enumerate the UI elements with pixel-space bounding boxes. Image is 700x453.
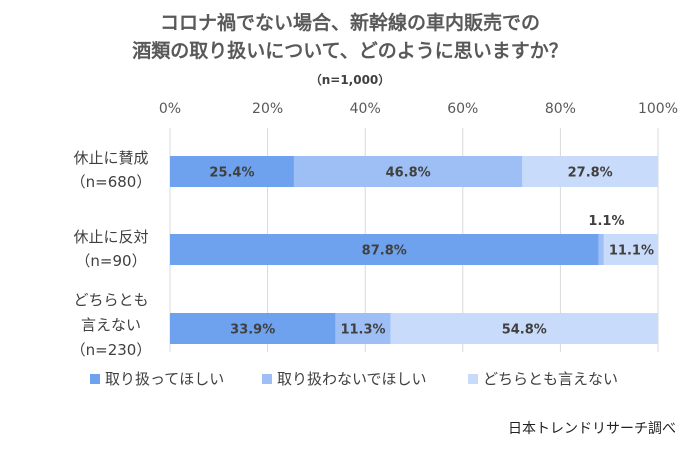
legend-swatch: [262, 374, 272, 384]
category-label: 言えない: [81, 316, 141, 334]
bar-segment: [598, 234, 604, 265]
x-tick-label: 40%: [350, 101, 381, 117]
x-tick-label: 60%: [447, 101, 478, 117]
data-label: 11.1%: [609, 244, 654, 259]
category-label: 休止に賛成: [73, 149, 148, 167]
chart-title-line-1: コロナ禍でない場合、新幹線の車内販売での: [159, 12, 540, 34]
bar-segment: [390, 313, 658, 344]
category-label: どちらとも: [73, 291, 148, 309]
legend-label: 取り扱ってほしい: [105, 370, 224, 388]
bar-segment: [603, 234, 658, 265]
source-credit: 日本トレンドリサーチ調べ: [508, 421, 676, 437]
x-tick-label: 0%: [159, 101, 181, 117]
data-label: 46.8%: [386, 166, 431, 181]
x-tick-label: 80%: [545, 101, 576, 117]
bar-segment: [170, 156, 294, 187]
legend-label: 取り扱わないでほしい: [277, 370, 427, 388]
data-label: 33.9%: [230, 323, 275, 338]
x-tick-label: 100%: [638, 101, 678, 117]
data-label: 25.4%: [209, 166, 254, 181]
x-tick-label: 20%: [252, 101, 283, 117]
category-label: （n=90）: [75, 252, 146, 270]
data-label: 87.8%: [362, 244, 407, 259]
legend-swatch: [468, 374, 478, 384]
chart-title-line-2: 酒類の取り扱いについて、どのように思いますか？: [132, 40, 568, 62]
category-label: （n=230）: [71, 341, 152, 359]
data-label: 54.8%: [502, 323, 547, 338]
legend-swatch: [90, 374, 100, 384]
bar-segment: [293, 156, 523, 187]
category-label: （n=680）: [71, 173, 152, 191]
category-label: 休止に反対: [73, 228, 148, 246]
data-label: 11.3%: [340, 323, 385, 338]
bar-segment: [522, 156, 658, 187]
bar-segment: [335, 313, 391, 344]
data-label: 1.1%: [588, 214, 624, 229]
legend-label: どちらとも言えない: [483, 370, 618, 388]
bar-segment: [170, 234, 599, 265]
bar-segment: [170, 313, 336, 344]
chart-subtitle: （n=1,000）: [309, 73, 391, 87]
data-label: 27.8%: [568, 166, 613, 181]
